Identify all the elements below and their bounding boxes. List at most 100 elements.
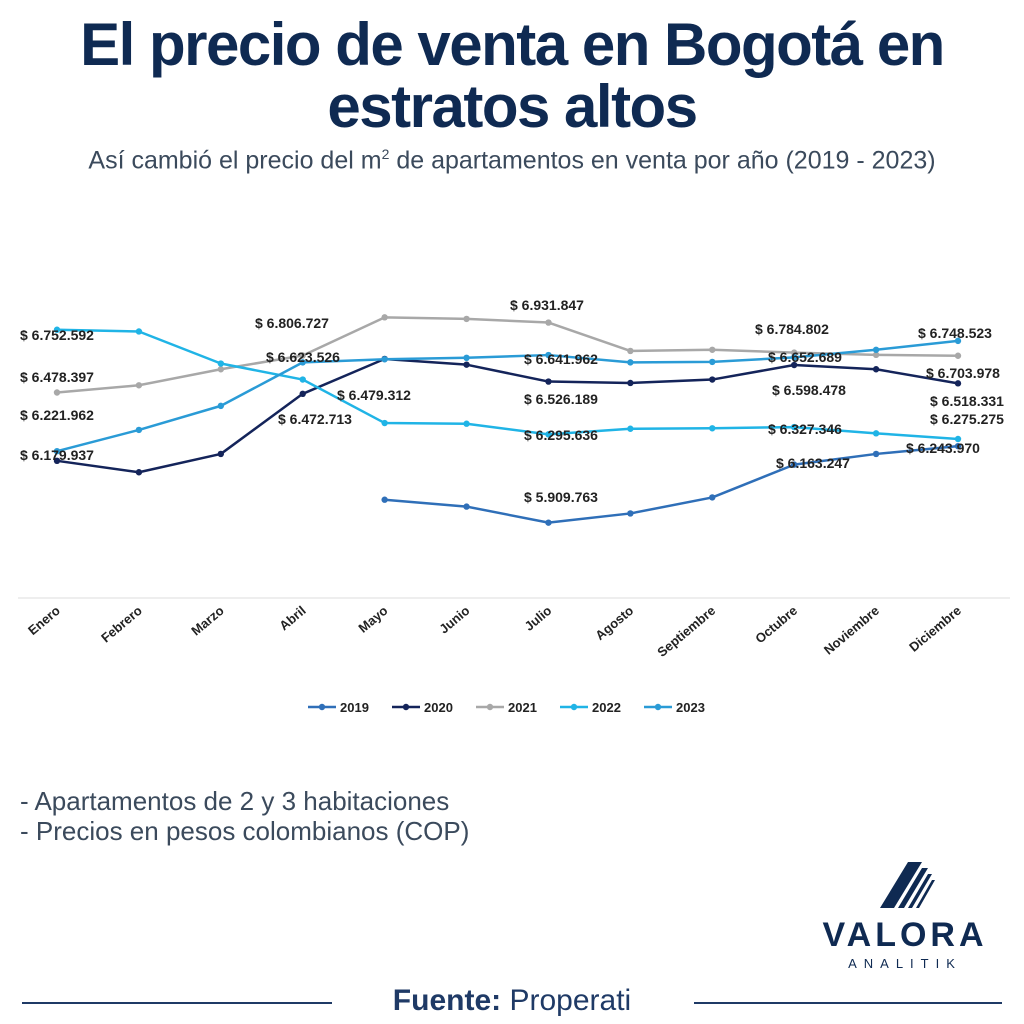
data-point-2019 <box>709 494 716 501</box>
x-tick-label: Marzo <box>188 603 226 639</box>
data-point-2021 <box>299 352 306 359</box>
legend-marker-2020 <box>402 703 410 711</box>
data-point-2022 <box>627 425 634 432</box>
data-point-2021 <box>545 319 552 326</box>
data-point-2020 <box>545 378 552 385</box>
data-point-2022 <box>545 431 552 438</box>
data-point-2023 <box>135 426 143 434</box>
footer-rule-left <box>22 1002 332 1004</box>
data-label: $ 6.652.689 <box>768 349 842 365</box>
data-point-2023 <box>299 359 306 366</box>
x-tick-label: Noviembre <box>821 603 882 658</box>
legend-label: 2022 <box>592 700 621 715</box>
data-point-2021 <box>627 347 634 355</box>
data-point-2022 <box>299 376 306 383</box>
data-point-2020 <box>299 390 306 398</box>
data-point-2021 <box>381 314 388 321</box>
data-point-2019 <box>872 450 880 458</box>
data-label: $ 6.752.592 <box>20 327 94 343</box>
data-point-2023 <box>627 359 634 366</box>
series-line-2022 <box>56 328 959 441</box>
data-point-2020 <box>135 469 143 476</box>
legend-label: 2023 <box>676 700 705 715</box>
data-point-2019 <box>954 442 962 450</box>
data-point-2021 <box>463 315 470 323</box>
data-point-2019 <box>463 503 470 510</box>
x-tick-label: Abril <box>276 603 308 634</box>
data-label: $ 6.806.727 <box>255 315 329 331</box>
data-point-2022 <box>381 419 388 427</box>
x-tick-label: Junio <box>436 603 472 637</box>
data-point-2020 <box>954 380 962 387</box>
x-tick-label: Diciembre <box>906 603 964 655</box>
legend-marker-2023 <box>654 703 662 711</box>
data-point-2019 <box>790 461 798 468</box>
legend-label: 2019 <box>340 700 369 715</box>
data-point-2023 <box>463 354 470 361</box>
x-tick-label: Agosto <box>592 603 636 643</box>
x-tick-label: Julio <box>521 603 554 634</box>
legend-marker-2019 <box>318 703 326 711</box>
valora-wing-icon <box>880 862 935 908</box>
valora-logo: VALORA ANALITIK <box>810 858 1000 978</box>
x-tick-label: Enero <box>25 603 63 638</box>
data-point-2020 <box>627 379 634 387</box>
subtitle-text-after: de apartamentos en venta por año (2019 -… <box>389 146 936 175</box>
data-point-2023 <box>381 356 388 363</box>
data-point-2021 <box>217 366 225 373</box>
data-point-2019 <box>627 510 634 517</box>
footer-rule-right <box>694 1002 1002 1004</box>
data-point-2022 <box>790 423 798 431</box>
note-currency: - Precios en pesos colombianos (COP) <box>20 816 470 846</box>
logo-wordmark: VALORA <box>822 916 988 954</box>
data-label: $ 6.275.275 <box>930 411 1004 427</box>
data-point-2022 <box>53 326 61 333</box>
x-tick-label: Octubre <box>752 603 800 647</box>
data-label: $ 6.623.526 <box>266 349 340 365</box>
data-label: $ 6.327.346 <box>768 421 842 437</box>
data-point-2021 <box>790 349 798 356</box>
data-point-2021 <box>135 382 143 389</box>
data-point-2023 <box>217 402 225 410</box>
data-label: $ 6.479.312 <box>337 387 411 403</box>
source-label: Fuente: <box>392 984 502 1017</box>
data-point-2022 <box>709 425 716 432</box>
data-point-2019 <box>381 496 388 503</box>
data-point-2022 <box>954 435 962 443</box>
x-tick-label: Septiembre <box>654 603 718 660</box>
data-point-2023 <box>545 351 552 359</box>
data-label: $ 6.163.247 <box>776 455 850 471</box>
series-line-2019 <box>384 444 959 524</box>
legend-label: 2020 <box>424 700 453 715</box>
data-point-2023 <box>790 354 798 361</box>
data-point-2023 <box>872 346 880 353</box>
data-label: $ 6.598.478 <box>772 382 846 398</box>
data-label: $ 6.748.523 <box>918 325 992 341</box>
data-point-2021 <box>872 351 880 359</box>
chart-title: El precio de venta en Bogotá en estratos… <box>80 11 945 140</box>
data-point-2020 <box>217 450 225 458</box>
data-point-2023 <box>954 337 962 345</box>
data-label: $ 6.526.189 <box>524 391 598 407</box>
data-label: $ 6.179.937 <box>20 447 94 463</box>
data-point-2022 <box>135 328 143 335</box>
source-footer: Fuente: Properati <box>0 984 1024 1018</box>
data-point-2023 <box>53 447 61 455</box>
data-label: $ 6.478.397 <box>20 369 94 385</box>
data-point-2020 <box>53 457 61 465</box>
data-point-2020 <box>872 366 880 373</box>
logo-subtitle: ANALITIK <box>848 956 962 971</box>
data-point-2021 <box>709 346 716 353</box>
x-tick-label: Mayo <box>355 603 390 636</box>
data-label: $ 6.784.802 <box>755 321 829 337</box>
chart-subtitle: Así cambió el precio del m2 de apartamen… <box>0 146 1024 175</box>
data-point-2020 <box>463 361 470 368</box>
data-label: $ 5.909.763 <box>524 489 598 505</box>
legend-marker-2022 <box>570 703 578 711</box>
data-label: $ 6.518.331 <box>930 393 1004 409</box>
chart-notes: - Apartamentos de 2 y 3 habitaciones - P… <box>20 786 469 846</box>
source-name: Properati <box>509 984 632 1017</box>
data-point-2022 <box>463 420 470 427</box>
subtitle-text-before: Así cambió el precio del m <box>88 146 382 175</box>
note-rooms: - Apartamentos de 2 y 3 habitaciones <box>20 786 450 816</box>
